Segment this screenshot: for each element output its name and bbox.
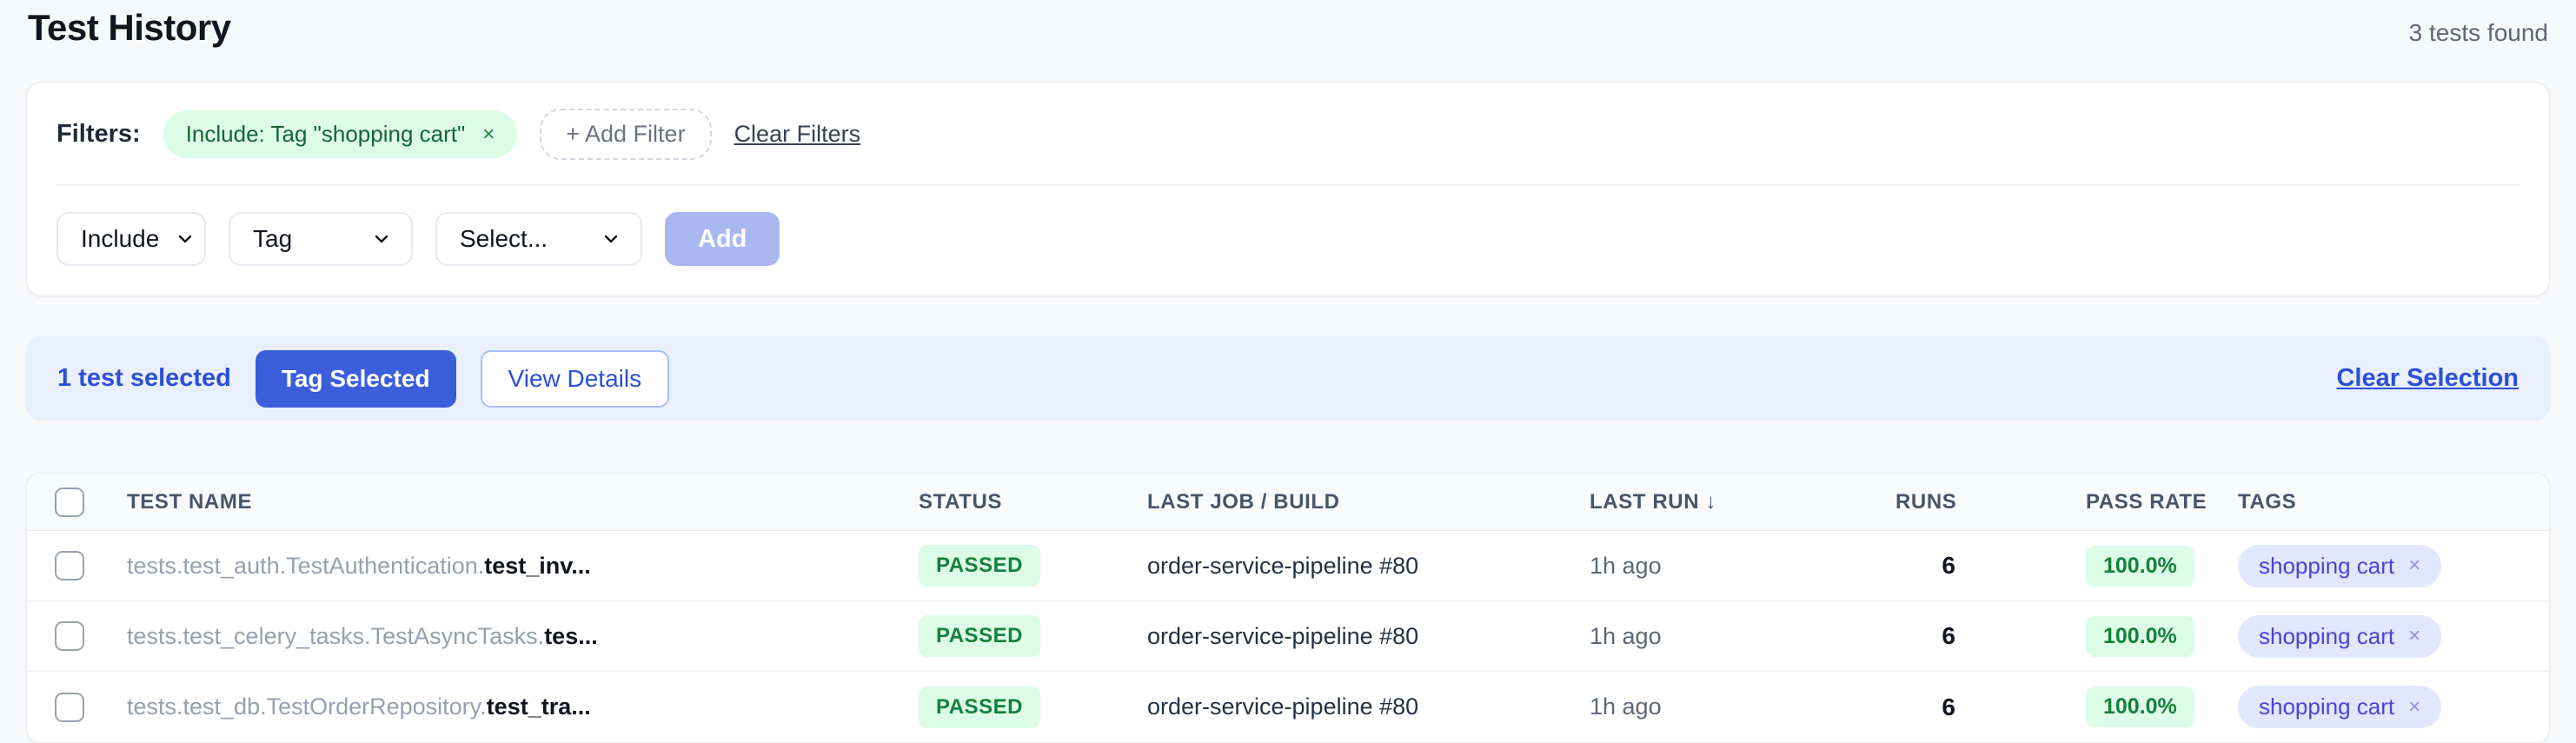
pass-rate-badge: 100.0% — [2086, 687, 2194, 727]
tag-chip[interactable]: shopping cart × — [2238, 686, 2442, 728]
add-filter-button[interactable]: + Add Filter — [540, 109, 712, 160]
status-badge: PASSED — [919, 545, 1040, 587]
status-badge: PASSED — [919, 615, 1040, 657]
tag-chip-label: shopping cart — [2259, 693, 2395, 720]
last-job-cell: order-service-pipeline #80 — [1147, 552, 1419, 579]
last-run-cell: 1h ago — [1590, 693, 1662, 720]
filters-label: Filters: — [56, 120, 141, 148]
remove-tag-icon[interactable]: × — [2408, 554, 2421, 577]
filter-condition-value: Include — [81, 225, 160, 252]
selection-toolbar: 1 test selected Tag Selected View Detail… — [26, 336, 2550, 421]
test-name-cell[interactable]: tests.test_db.TestOrderRepository.test_t… — [127, 693, 919, 720]
test-name-prefix: tests.test_celery_tasks.TestAsyncTasks. — [127, 622, 545, 649]
filter-field-select[interactable]: Tag — [229, 212, 413, 266]
column-header-last-run[interactable]: LAST RUN ↓ — [1590, 490, 1895, 514]
filter-value-select[interactable]: Select... — [435, 212, 642, 266]
test-name-suffix: tes... — [544, 622, 598, 649]
clear-selection-link[interactable]: Clear Selection — [2336, 364, 2519, 392]
selection-count: 1 test selected — [57, 364, 231, 392]
tags-cell: shopping cart × — [2238, 686, 2549, 728]
table-header-row: TEST NAME STATUS LAST JOB / BUILD LAST R… — [27, 474, 2549, 531]
last-job-cell: order-service-pipeline #80 — [1147, 622, 1419, 649]
tags-cell: shopping cart × — [2238, 614, 2549, 658]
runs-cell: 6 — [1942, 693, 1955, 720]
tag-chip[interactable]: shopping cart × — [2238, 614, 2442, 658]
filter-condition-select[interactable]: Include — [56, 212, 206, 266]
test-name-prefix: tests.test_auth.TestAuthentication. — [127, 552, 485, 579]
filters-panel: Filters: Include: Tag "shopping cart" × … — [26, 82, 2550, 296]
page-header: Test History 3 tests found — [0, 0, 2576, 49]
pass-rate-cell: 100.0% — [1955, 687, 2238, 727]
column-header-status[interactable]: STATUS — [919, 489, 1003, 514]
tests-table: TEST NAME STATUS LAST JOB / BUILD LAST R… — [26, 473, 2550, 743]
filter-value-placeholder: Select... — [460, 225, 548, 252]
last-job-cell: order-service-pipeline #80 — [1147, 693, 1419, 720]
test-name-suffix: test_tra... — [486, 693, 591, 720]
chevron-down-icon — [375, 235, 388, 243]
view-details-button[interactable]: View Details — [480, 349, 670, 408]
tag-chip[interactable]: shopping cart × — [2238, 544, 2442, 587]
tag-chip-label: shopping cart — [2259, 552, 2395, 579]
pass-rate-cell: 100.0% — [1955, 545, 2238, 587]
chevron-down-icon — [604, 235, 618, 243]
table-row[interactable]: tests.test_db.TestOrderRepository.test_t… — [27, 672, 2549, 742]
pass-rate-badge: 100.0% — [2086, 545, 2194, 587]
row-checkbox[interactable] — [55, 551, 84, 580]
test-name-prefix: tests.test_db.TestOrderRepository. — [127, 693, 487, 720]
active-filter-chip[interactable]: Include: Tag "shopping cart" × — [163, 110, 518, 158]
test-name-suffix: test_inv... — [484, 552, 591, 579]
add-filter-submit-button[interactable]: Add — [665, 212, 780, 266]
row-checkbox[interactable] — [55, 621, 84, 651]
test-name-cell[interactable]: tests.test_celery_tasks.TestAsyncTasks.t… — [127, 623, 919, 650]
table-row[interactable]: tests.test_celery_tasks.TestAsyncTasks.t… — [27, 601, 2549, 672]
row-select-cell — [27, 621, 127, 651]
column-header-pass-rate[interactable]: PASS RATE — [2086, 489, 2208, 514]
results-count: 3 tests found — [2408, 19, 2548, 46]
active-filters-row: Filters: Include: Tag "shopping cart" × … — [56, 109, 2520, 160]
status-cell: PASSED — [919, 545, 1147, 587]
status-cell: PASSED — [919, 686, 1147, 728]
status-cell: PASSED — [919, 615, 1147, 657]
last-run-cell: 1h ago — [1590, 552, 1662, 579]
filter-builder-row: Include Tag Select... Add — [56, 212, 2520, 266]
tag-selected-button[interactable]: Tag Selected — [255, 349, 456, 408]
pass-rate-cell: 100.0% — [1955, 615, 2238, 657]
sort-descending-icon: ↓ — [1705, 489, 1717, 514]
filter-field-value: Tag — [253, 225, 293, 252]
row-checkbox[interactable] — [55, 692, 84, 722]
select-all-cell — [27, 487, 127, 517]
remove-filter-icon[interactable]: × — [482, 122, 495, 146]
clear-filters-link[interactable]: Clear Filters — [734, 121, 861, 147]
filters-divider — [56, 184, 2520, 186]
runs-cell: 6 — [1942, 552, 1955, 579]
column-header-last-run-label: LAST RUN — [1590, 489, 1700, 514]
test-name-cell[interactable]: tests.test_auth.TestAuthentication.test_… — [127, 553, 919, 580]
page-title: Test History — [28, 7, 231, 48]
row-select-cell — [27, 692, 127, 722]
select-all-checkbox[interactable] — [55, 487, 84, 517]
runs-cell: 6 — [1942, 622, 1955, 649]
column-header-runs[interactable]: RUNS — [1895, 489, 1957, 514]
status-badge: PASSED — [919, 686, 1040, 728]
last-run-cell: 1h ago — [1590, 622, 1662, 649]
column-header-last-job[interactable]: LAST JOB / BUILD — [1147, 489, 1340, 514]
chevron-down-icon — [179, 235, 192, 243]
pass-rate-badge: 100.0% — [2086, 615, 2194, 657]
tag-chip-label: shopping cart — [2259, 622, 2395, 649]
column-header-test-name[interactable]: TEST NAME — [127, 489, 253, 514]
tags-cell: shopping cart × — [2238, 544, 2549, 587]
row-select-cell — [27, 551, 127, 580]
column-header-tags[interactable]: TAGS — [2238, 489, 2297, 514]
remove-tag-icon[interactable]: × — [2408, 694, 2421, 719]
remove-tag-icon[interactable]: × — [2408, 624, 2421, 647]
table-row[interactable]: tests.test_auth.TestAuthentication.test_… — [27, 531, 2549, 601]
active-filter-chip-label: Include: Tag "shopping cart" — [185, 121, 466, 147]
